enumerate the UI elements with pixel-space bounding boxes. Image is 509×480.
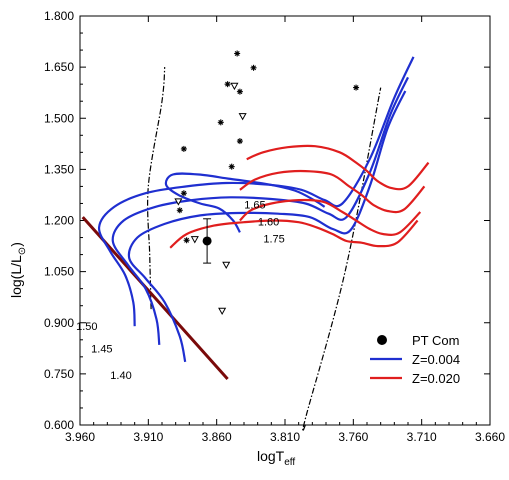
track-label: 1.60 [258,217,279,229]
star-marker [250,64,257,71]
x-tick-label: 3.910 [133,430,163,444]
track-line [111,76,409,346]
track-line [246,144,430,191]
x-tick-label: 3.810 [270,430,300,444]
track-line [239,169,426,214]
track-label: 1.45 [91,344,112,356]
star-stroke [177,207,183,213]
track-line [97,56,415,327]
star-stroke [181,146,187,152]
y-tick-label: 1.800 [44,9,74,23]
x-tick-label: 3.960 [65,430,95,444]
star-stroke [229,164,235,170]
y-axis-title-close: ) [8,242,24,247]
x-tick-label: 3.710 [407,430,437,444]
track-line [127,90,407,363]
triangle-marker [238,113,247,121]
y-tick-label: 1.650 [44,60,74,74]
x-tick-label: 3.760 [338,430,368,444]
track-label: 1.65 [244,200,265,212]
star-marker [236,88,243,95]
star-marker [180,145,187,152]
star-marker [217,119,224,126]
track-line [169,219,419,249]
y-axis-title-sub: ⊙ [16,246,28,256]
x-axis-title: logTeff [257,448,295,468]
boundary-line [301,87,382,432]
y-tick-label: 1.050 [44,265,74,279]
triangle-marker [190,236,199,244]
star-stroke [237,89,243,95]
star-marker [183,237,190,244]
y-tick-label: 0.750 [44,367,74,381]
pt-com-marker [202,236,212,246]
star-marker [236,138,243,145]
star-stroke [251,65,257,71]
legend-label: Z=0.020 [412,371,460,386]
track-label: 1.75 [263,234,284,246]
star-stroke [184,237,190,243]
star-marker [224,81,231,88]
y-axis-title-main: log(L/L [8,255,24,298]
x-tick-label: 3.860 [202,430,232,444]
boundary-line [147,67,166,310]
y-tick-label: 0.600 [44,418,74,432]
star-stroke [225,81,231,87]
triangle-marker [218,307,227,316]
star-marker [353,84,360,91]
legend-label: PT Com [412,333,459,348]
track-label: 1.50 [76,321,97,333]
y-tick-label: 0.900 [44,316,74,330]
track-label: 1.40 [110,370,131,382]
x-axis-title-main: logT [257,448,285,464]
star-marker [228,163,235,170]
x-tick-label: 3.660 [475,430,505,444]
triangle-marker [230,82,239,91]
legend-label: Z=0.004 [412,352,460,367]
star-stroke [353,85,359,91]
y-tick-label: 1.500 [44,111,74,125]
star-marker [234,50,241,57]
y-tick-label: 1.200 [44,214,74,228]
y-tick-label: 1.350 [44,162,74,176]
star-marker [180,190,187,197]
boundary-line [81,216,229,380]
y-axis-title: log(L/L⊙) [8,242,28,298]
star-stroke [234,51,240,56]
track-line [164,172,326,233]
star-stroke [218,119,224,125]
triangle-marker [222,261,231,270]
track-line [239,198,422,236]
star-marker [176,207,183,214]
star-stroke [237,138,243,144]
legend-marker [377,335,387,345]
triangle-marker [174,198,183,206]
x-axis-title-sub: eff [284,456,296,468]
star-stroke [181,190,187,196]
